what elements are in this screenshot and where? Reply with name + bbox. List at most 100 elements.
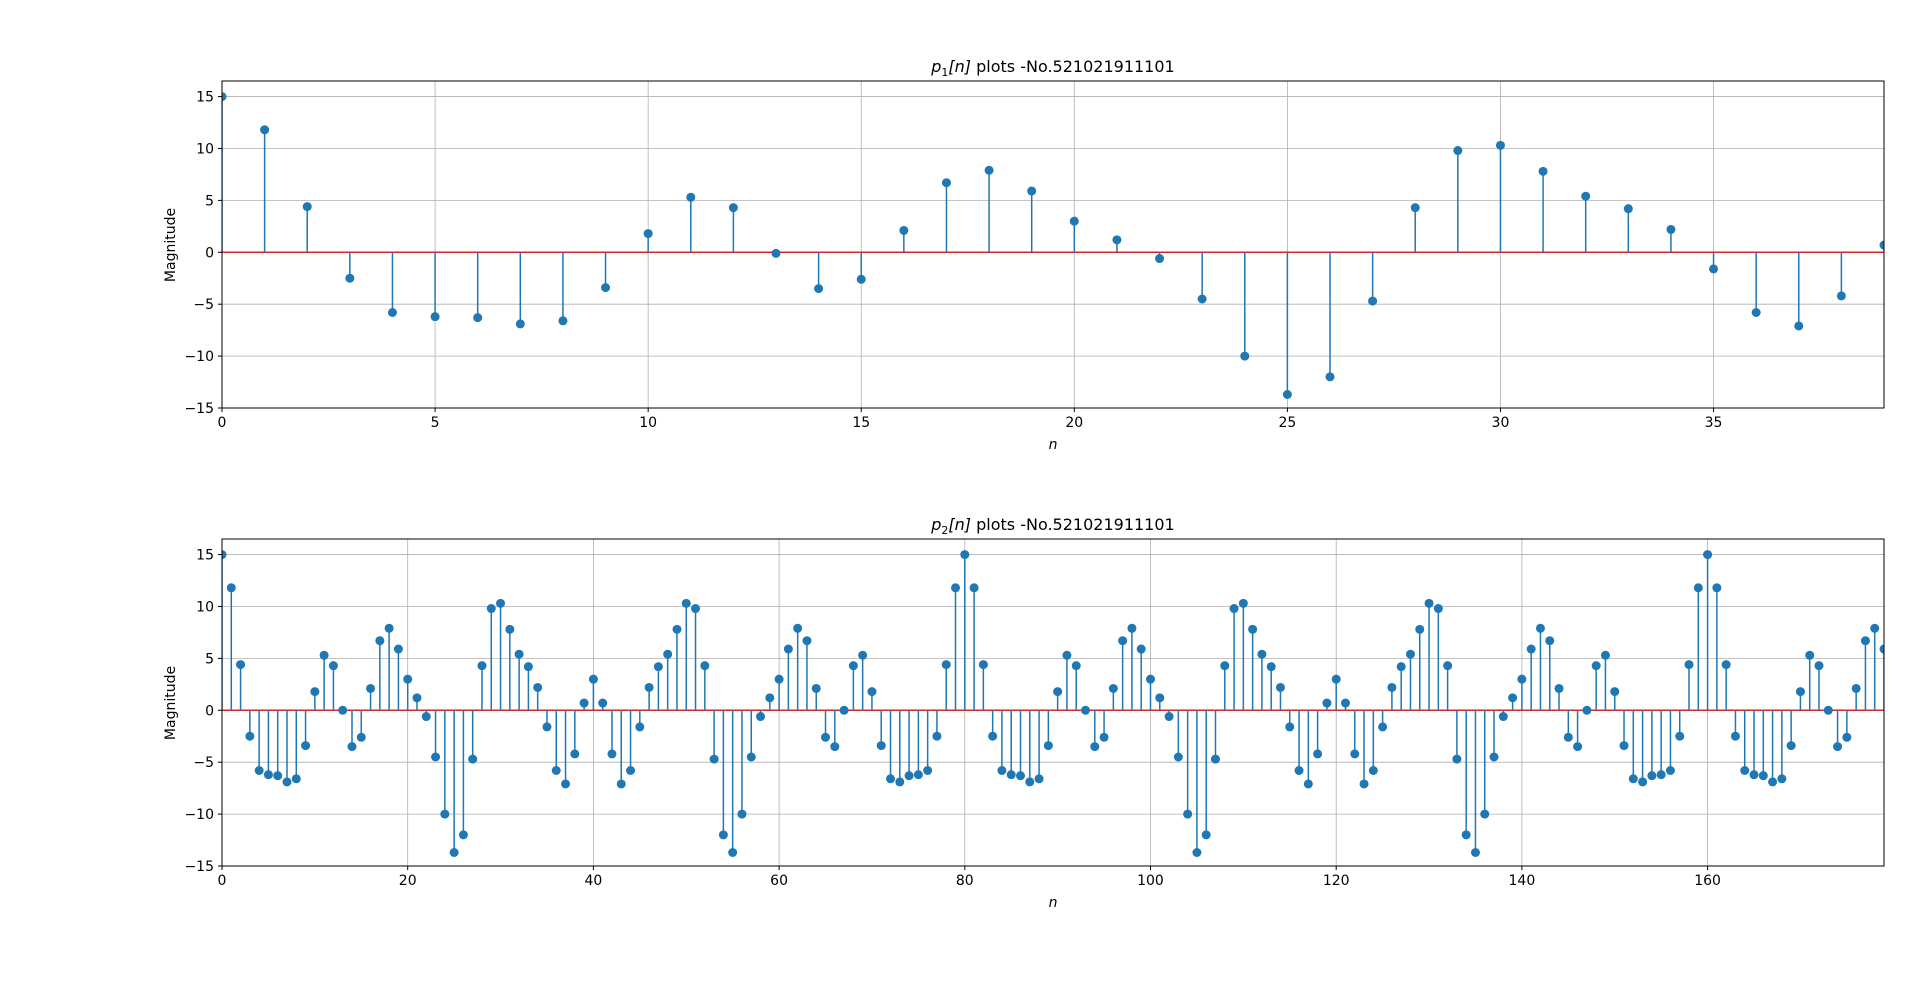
stem-marker bbox=[1851, 683, 1861, 693]
stem-marker bbox=[635, 722, 645, 732]
stem-marker bbox=[783, 644, 793, 654]
stem-marker bbox=[1294, 765, 1304, 775]
stem-marker bbox=[1647, 771, 1657, 781]
stem-marker bbox=[960, 550, 970, 560]
stem-marker bbox=[515, 319, 525, 329]
stem-marker bbox=[1749, 770, 1759, 780]
y-tick-label: 0 bbox=[205, 703, 214, 719]
stem-marker bbox=[1424, 598, 1434, 608]
stem-marker bbox=[1331, 674, 1341, 684]
stem-marker bbox=[1860, 636, 1870, 646]
stem-marker bbox=[616, 779, 626, 789]
stem-marker bbox=[1173, 752, 1183, 762]
stem-marker bbox=[1480, 809, 1490, 819]
x-tick-label: 15 bbox=[852, 415, 870, 431]
stem-marker bbox=[1266, 662, 1276, 672]
x-axis-label: n bbox=[1049, 895, 1058, 911]
x-tick-label: 100 bbox=[1137, 873, 1164, 889]
stem-marker bbox=[793, 623, 803, 633]
stem-marker bbox=[1069, 216, 1079, 226]
stem-marker bbox=[533, 682, 543, 692]
subplot-p1: 0 5 10 15 20 25 30 35 −15 −10 −5 0 5 10 15 p1[n] plots… bbox=[163, 57, 1885, 453]
tick-labels: 0 5 10 15 20 25 30 35 −15 −10 −5 0 5 10 15 bbox=[184, 90, 1722, 431]
stem-marker bbox=[260, 125, 270, 135]
stem-marker bbox=[1443, 661, 1453, 671]
x-tick-label: 25 bbox=[1278, 415, 1296, 431]
stem-marker bbox=[601, 283, 611, 293]
stem-marker bbox=[1183, 809, 1193, 819]
stem-marker bbox=[254, 765, 264, 775]
stem-marker bbox=[431, 752, 441, 762]
stem-marker bbox=[387, 307, 397, 317]
x-tick-label: 30 bbox=[1492, 415, 1510, 431]
stem-marker bbox=[681, 598, 691, 608]
y-tick-label: −10 bbox=[184, 807, 214, 823]
stem-marker bbox=[1758, 771, 1768, 781]
chart-title: p2[n] plots -No.521021911101 bbox=[930, 515, 1174, 537]
stem-marker bbox=[328, 661, 338, 671]
stem-marker bbox=[1703, 550, 1713, 560]
stem-marker bbox=[347, 742, 357, 752]
stem-marker bbox=[867, 687, 877, 697]
title-symbol: p bbox=[930, 515, 941, 534]
stem-marker bbox=[969, 583, 979, 593]
y-tick-label: 15 bbox=[196, 90, 214, 106]
stem-marker bbox=[1201, 830, 1211, 840]
y-tick-label: −5 bbox=[193, 755, 214, 771]
plot-area bbox=[222, 81, 1884, 408]
stem-marker bbox=[523, 662, 533, 672]
stem-marker bbox=[1340, 698, 1350, 708]
axes-frame bbox=[221, 538, 1885, 867]
stem-marker bbox=[672, 624, 682, 634]
stem-marker bbox=[1322, 698, 1332, 708]
title-subscript: 2 bbox=[941, 524, 948, 537]
stem-marker bbox=[1794, 321, 1804, 331]
stem-marker bbox=[579, 698, 589, 708]
stem-marker bbox=[1666, 224, 1676, 234]
x-tick-label: 60 bbox=[770, 873, 788, 889]
stem-marker bbox=[1452, 754, 1462, 764]
stem-marker bbox=[904, 771, 914, 781]
stem-marker bbox=[1071, 661, 1081, 671]
y-tick-label: −5 bbox=[193, 297, 214, 313]
stem-marker bbox=[1535, 623, 1545, 633]
x-tick-label: 120 bbox=[1323, 873, 1350, 889]
stem-marker bbox=[737, 809, 747, 819]
stem-marker bbox=[1248, 624, 1258, 634]
stem-marker bbox=[821, 732, 831, 742]
stem-marker bbox=[393, 644, 403, 654]
stem-marker bbox=[1043, 741, 1053, 751]
stem-marker bbox=[1805, 650, 1815, 660]
stem-marker bbox=[468, 754, 478, 764]
title-symbol: p bbox=[930, 57, 941, 76]
stem-marker bbox=[951, 583, 961, 593]
stem-marker bbox=[1025, 777, 1035, 787]
stem-marker bbox=[718, 830, 728, 840]
stem-marker bbox=[1591, 661, 1601, 671]
stem-marker bbox=[1795, 687, 1805, 697]
stem-marker bbox=[858, 650, 868, 660]
stem-marker bbox=[1693, 583, 1703, 593]
stem-marker bbox=[802, 636, 812, 646]
stem-marker bbox=[700, 661, 710, 671]
y-tick-label: 15 bbox=[196, 548, 214, 564]
stem-marker bbox=[588, 674, 598, 684]
stem-marker bbox=[1470, 848, 1480, 858]
stem-marker bbox=[1164, 712, 1174, 722]
stem-marker bbox=[345, 273, 355, 283]
stem-marker bbox=[1136, 644, 1146, 654]
stem-marker bbox=[607, 749, 617, 759]
stem-marker bbox=[1495, 140, 1505, 150]
stem-marker bbox=[1870, 623, 1880, 633]
stem-marker bbox=[644, 682, 654, 692]
stem-marker bbox=[1786, 741, 1796, 751]
stem-marker bbox=[338, 705, 348, 715]
stem-marker bbox=[839, 705, 849, 715]
stem-marker bbox=[1410, 203, 1420, 213]
stem-marker bbox=[384, 623, 394, 633]
stem-marker bbox=[1538, 166, 1548, 176]
stem-marker bbox=[1554, 683, 1564, 693]
title-text: plots -No.521021911101 bbox=[971, 515, 1175, 534]
plot-area bbox=[222, 539, 1884, 866]
stem-marker bbox=[1836, 291, 1846, 301]
